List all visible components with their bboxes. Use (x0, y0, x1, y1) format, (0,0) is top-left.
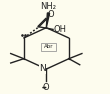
Text: Abr: Abr (44, 44, 53, 49)
Text: O: O (43, 83, 50, 92)
Polygon shape (46, 13, 50, 28)
Text: NH₂: NH₂ (40, 2, 56, 11)
Text: O: O (47, 10, 54, 19)
Text: N: N (39, 64, 46, 73)
FancyBboxPatch shape (41, 43, 56, 50)
Text: OH: OH (54, 25, 67, 34)
